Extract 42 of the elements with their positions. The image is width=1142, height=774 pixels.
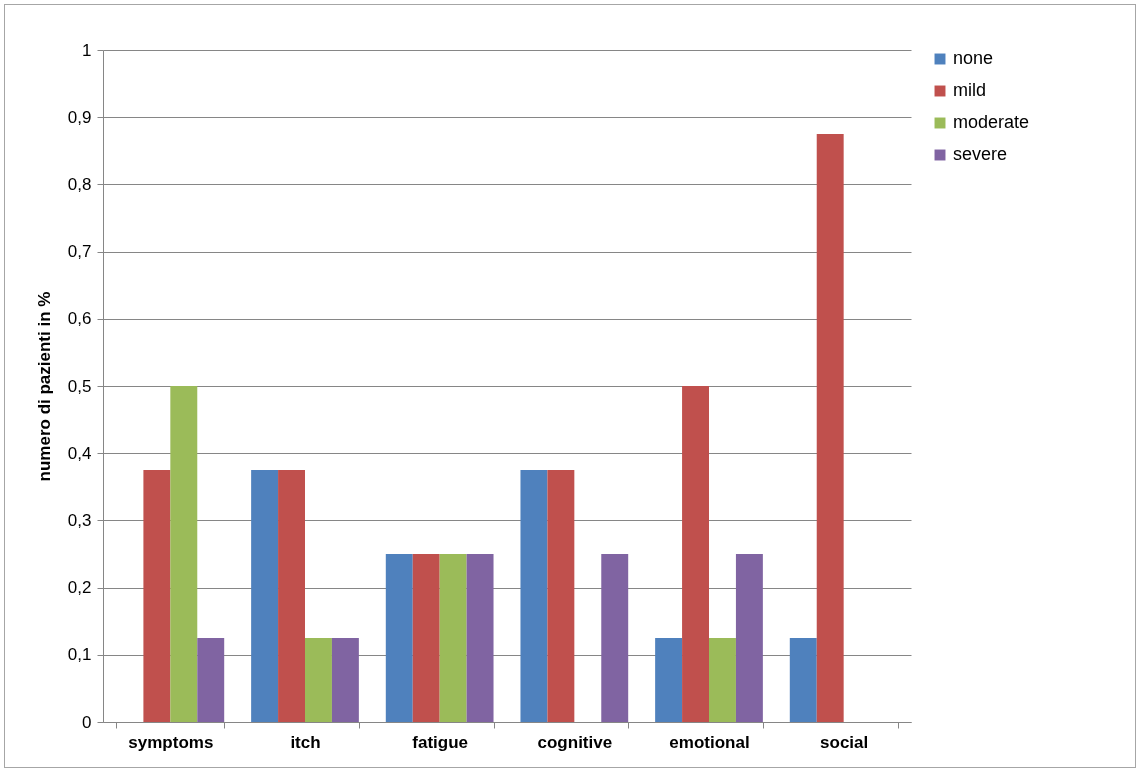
- x-tick-label: itch: [290, 732, 321, 752]
- y-tick-label: 0,8: [67, 174, 92, 194]
- y-tick-label: 0,4: [67, 443, 92, 463]
- y-tick-label: 0,9: [67, 107, 92, 127]
- bar: [466, 554, 494, 722]
- legend-label: moderate: [953, 112, 1030, 132]
- bar: [601, 554, 629, 722]
- bar: [816, 134, 844, 722]
- bar: [197, 638, 225, 722]
- legend-label: none: [953, 48, 994, 68]
- y-tick-label: 0,5: [67, 376, 92, 396]
- bar: [789, 638, 817, 722]
- bar: [520, 470, 548, 722]
- bar: [439, 554, 467, 722]
- legend-label: severe: [953, 144, 1008, 164]
- x-tick-label: emotional: [669, 732, 750, 752]
- x-tick-label: symptoms: [128, 732, 214, 752]
- y-axis-title: numero di pazienti in %: [34, 291, 54, 482]
- bar: [331, 638, 359, 722]
- legend-label: mild: [953, 80, 987, 100]
- bar: [655, 638, 683, 722]
- bar: [547, 470, 575, 722]
- bar: [278, 470, 305, 722]
- x-tick-label: cognitive: [537, 732, 613, 752]
- bar: [412, 554, 440, 722]
- bar: [305, 638, 332, 722]
- bar: [170, 386, 198, 722]
- bar: [385, 554, 413, 722]
- bar: [735, 554, 763, 722]
- bar: [709, 638, 736, 722]
- bar: [251, 470, 279, 722]
- y-tick-label: 0,2: [67, 578, 92, 598]
- y-tick-label: 0,7: [67, 242, 92, 262]
- y-tick-label: 0,3: [67, 510, 92, 530]
- y-tick-label: 1: [82, 40, 92, 60]
- y-tick-label: 0,6: [67, 309, 92, 329]
- x-tick-label: fatigue: [412, 732, 469, 752]
- y-tick-label: 0: [82, 712, 92, 732]
- x-tick-label: social: [820, 732, 869, 752]
- bar: [682, 386, 709, 722]
- y-tick-label: 0,1: [67, 645, 92, 665]
- bar: [143, 470, 171, 722]
